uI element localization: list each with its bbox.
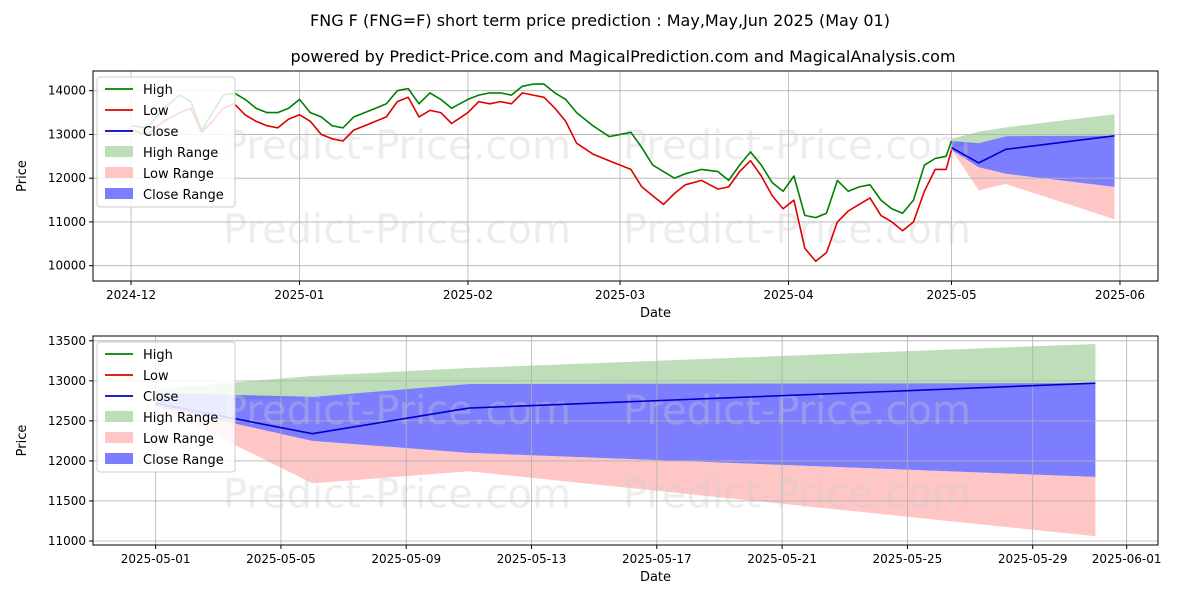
plot-frame <box>92 335 1159 546</box>
legend-label-close: Close <box>143 125 178 140</box>
y-tick-label: 13000 <box>48 127 86 141</box>
y-tick-label: 10000 <box>48 259 86 273</box>
y-tick-label: 11000 <box>48 215 86 229</box>
x-tick-label: 2025-05-17 <box>622 552 692 566</box>
y-tick-label: 14000 <box>48 84 86 98</box>
x-tick-label: 2025-05-05 <box>246 552 316 566</box>
watermark-text: Predict-Price.com <box>623 123 971 169</box>
legend-swatch-high-range <box>105 411 133 422</box>
watermark-text: Predict-Price.com <box>223 207 571 253</box>
x-tick-label: 2025-03 <box>595 288 645 302</box>
close-range-band <box>155 383 1096 477</box>
close-range-band <box>951 135 1115 187</box>
x-tick-label: 2025-05-25 <box>873 552 943 566</box>
legend-swatch-high-range <box>105 146 133 157</box>
x-tick-label: 2025-01 <box>274 288 324 302</box>
x-tick-label: 2025-06 <box>1095 288 1145 302</box>
x-tick-label: 2024-12 <box>106 288 156 302</box>
legend-label-close: Close <box>143 390 178 405</box>
legend-label-low: Low <box>143 369 169 384</box>
watermark-text: Predict-Price.com <box>223 388 571 434</box>
y-tick-label: 11000 <box>48 534 86 548</box>
legend-label-low-range: Low Range <box>143 432 214 447</box>
x-tick-label: 2025-05-09 <box>371 552 441 566</box>
legend-label-high: High <box>143 348 173 363</box>
y-tick-label: 13500 <box>48 334 86 348</box>
x-tick-label: 2025-02 <box>443 288 493 302</box>
x-tick-label: 2025-05-21 <box>747 552 817 566</box>
y-tick-label: 12000 <box>48 171 86 185</box>
low-range-band <box>951 147 1115 220</box>
x-tick-label: 2025-05 <box>926 288 976 302</box>
legend-label-high-range: High Range <box>143 146 218 161</box>
close-line <box>951 135 1115 164</box>
top-panel: Predict-Price.com Predict-Price.com Predic… <box>15 70 1159 321</box>
y-axis-label: Price <box>15 160 30 192</box>
x-tick-label: 2025-06-01 <box>1092 552 1162 566</box>
y-tick-label: 11500 <box>48 494 86 508</box>
y-tick-label: 13000 <box>48 374 86 388</box>
x-axis-label: Date <box>640 570 671 585</box>
watermark-text: Predict-Price.com <box>623 471 971 517</box>
bottom-panel: Predict-Price.com Predict-Price.com Predic… <box>15 334 1162 585</box>
high-line <box>130 83 953 219</box>
legend-swatch-low-range <box>105 167 133 178</box>
y-tick-label: 12000 <box>48 454 86 468</box>
legend-label-low-range: Low Range <box>143 167 214 182</box>
y-axis-label: Price <box>15 425 30 457</box>
x-tick-label: 2025-04 <box>763 288 813 302</box>
legend-swatch-close-range <box>105 453 133 464</box>
low-line <box>130 92 953 263</box>
chart-subtitle: powered by Predict-Price.com and Magical… <box>290 47 955 66</box>
chart-title: FNG F (FNG=F) short term price predictio… <box>310 11 890 30</box>
high-range-band <box>951 114 1115 148</box>
x-tick-label: 2025-05-29 <box>998 552 1068 566</box>
low-range-band <box>155 403 1096 537</box>
watermark-text: Predict-Price.com <box>223 123 571 169</box>
legend-swatch-close-range <box>105 188 133 199</box>
plot-frame <box>92 70 1159 282</box>
legend-label-close-range: Close Range <box>143 453 224 468</box>
x-axis-label: Date <box>640 306 671 321</box>
legend-label-close-range: Close Range <box>143 188 224 203</box>
legend-label-high: High <box>143 83 173 98</box>
legend-label-high-range: High Range <box>143 411 218 426</box>
x-tick-label: 2025-05-13 <box>497 552 567 566</box>
high-range-band <box>155 344 1096 404</box>
watermark-text: Predict-Price.com <box>223 471 571 517</box>
legend-swatch-low-range <box>105 432 133 443</box>
x-tick-label: 2025-05-01 <box>121 552 191 566</box>
y-tick-label: 12500 <box>48 414 86 428</box>
legend-label-low: Low <box>143 104 169 119</box>
